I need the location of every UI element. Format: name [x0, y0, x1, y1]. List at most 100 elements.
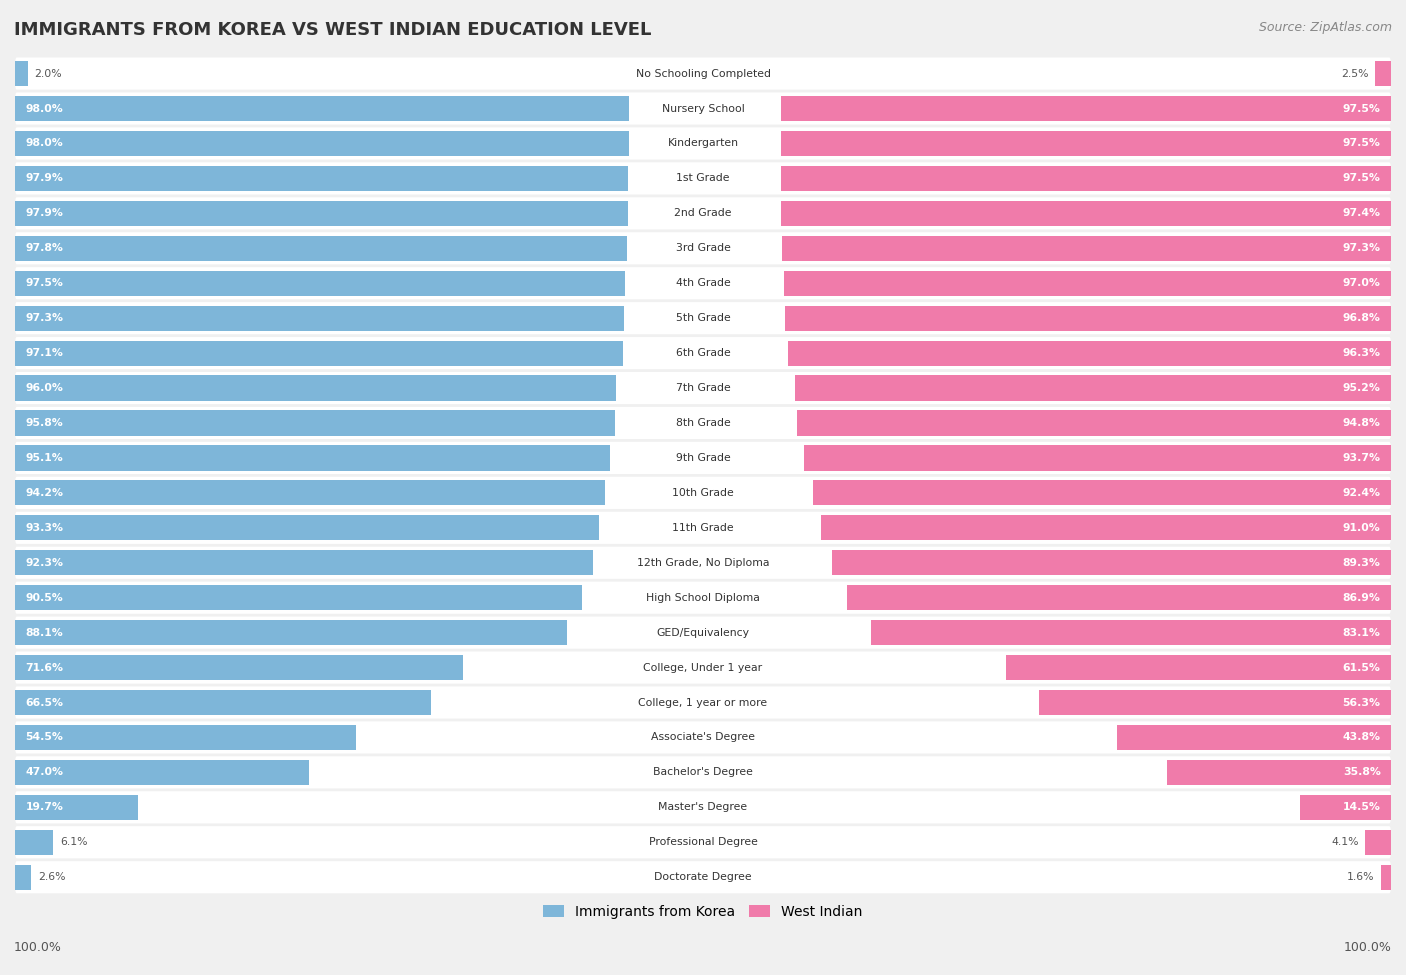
- Text: 71.6%: 71.6%: [25, 663, 63, 673]
- Text: Source: ZipAtlas.com: Source: ZipAtlas.com: [1258, 21, 1392, 34]
- Text: 1.6%: 1.6%: [1347, 873, 1374, 882]
- Text: 88.1%: 88.1%: [25, 628, 63, 638]
- Bar: [15, 515, 599, 540]
- Bar: [15, 375, 616, 401]
- Bar: [15, 795, 138, 820]
- Text: 97.5%: 97.5%: [1343, 103, 1381, 113]
- Bar: [1005, 655, 1391, 681]
- Bar: [794, 375, 1391, 401]
- Bar: [15, 340, 623, 366]
- Text: 3rd Grade: 3rd Grade: [675, 244, 731, 254]
- Text: 96.0%: 96.0%: [25, 383, 63, 393]
- Bar: [782, 236, 1391, 261]
- Bar: [15, 760, 309, 785]
- Text: 2.6%: 2.6%: [38, 873, 66, 882]
- Bar: [1301, 795, 1391, 820]
- Bar: [1167, 760, 1391, 785]
- Text: No Schooling Completed: No Schooling Completed: [636, 68, 770, 79]
- Bar: [870, 620, 1391, 645]
- Bar: [15, 271, 626, 295]
- Text: Doctorate Degree: Doctorate Degree: [654, 873, 752, 882]
- Bar: [780, 166, 1391, 191]
- FancyBboxPatch shape: [15, 58, 1391, 90]
- FancyBboxPatch shape: [15, 302, 1391, 334]
- FancyBboxPatch shape: [15, 616, 1391, 648]
- Bar: [15, 96, 628, 121]
- Bar: [832, 550, 1391, 575]
- Text: 2.0%: 2.0%: [34, 68, 62, 79]
- Text: Associate's Degree: Associate's Degree: [651, 732, 755, 742]
- FancyBboxPatch shape: [15, 582, 1391, 613]
- FancyBboxPatch shape: [15, 267, 1391, 299]
- Text: 8th Grade: 8th Grade: [676, 418, 730, 428]
- Text: 6th Grade: 6th Grade: [676, 348, 730, 358]
- Text: 97.5%: 97.5%: [1343, 138, 1381, 148]
- Bar: [797, 410, 1391, 436]
- FancyBboxPatch shape: [15, 128, 1391, 160]
- Bar: [15, 481, 605, 505]
- Text: 97.8%: 97.8%: [25, 244, 63, 254]
- Text: 1st Grade: 1st Grade: [676, 174, 730, 183]
- Text: 90.5%: 90.5%: [25, 593, 63, 603]
- Bar: [15, 865, 31, 890]
- Bar: [15, 236, 627, 261]
- FancyBboxPatch shape: [15, 232, 1391, 264]
- Text: 96.8%: 96.8%: [1343, 313, 1381, 323]
- Text: 94.8%: 94.8%: [1343, 418, 1381, 428]
- Text: 9th Grade: 9th Grade: [676, 453, 730, 463]
- Text: 91.0%: 91.0%: [1343, 523, 1381, 532]
- Bar: [789, 340, 1391, 366]
- Bar: [1365, 830, 1391, 855]
- FancyBboxPatch shape: [15, 686, 1391, 719]
- Text: 93.3%: 93.3%: [25, 523, 63, 532]
- Text: 97.0%: 97.0%: [1343, 278, 1381, 289]
- FancyBboxPatch shape: [15, 861, 1391, 893]
- Bar: [1375, 61, 1391, 86]
- Text: Master's Degree: Master's Degree: [658, 802, 748, 812]
- Text: 97.5%: 97.5%: [1343, 174, 1381, 183]
- Text: 94.2%: 94.2%: [25, 488, 63, 498]
- FancyBboxPatch shape: [15, 372, 1391, 404]
- Text: 10th Grade: 10th Grade: [672, 488, 734, 498]
- Text: Bachelor's Degree: Bachelor's Degree: [652, 767, 754, 777]
- Text: 89.3%: 89.3%: [1343, 558, 1381, 567]
- Text: 96.3%: 96.3%: [1343, 348, 1381, 358]
- Text: 11th Grade: 11th Grade: [672, 523, 734, 532]
- FancyBboxPatch shape: [15, 757, 1391, 789]
- FancyBboxPatch shape: [15, 477, 1391, 509]
- Text: High School Diploma: High School Diploma: [647, 593, 759, 603]
- Bar: [780, 96, 1391, 121]
- Text: 98.0%: 98.0%: [25, 138, 63, 148]
- Bar: [780, 131, 1391, 156]
- Text: 6.1%: 6.1%: [60, 838, 87, 847]
- Bar: [15, 585, 582, 610]
- Text: 86.9%: 86.9%: [1343, 593, 1381, 603]
- FancyBboxPatch shape: [15, 407, 1391, 439]
- Text: 19.7%: 19.7%: [25, 802, 63, 812]
- FancyBboxPatch shape: [15, 442, 1391, 474]
- Text: 97.1%: 97.1%: [25, 348, 63, 358]
- Text: 93.7%: 93.7%: [1343, 453, 1381, 463]
- Text: 92.4%: 92.4%: [1343, 488, 1381, 498]
- Text: 12th Grade, No Diploma: 12th Grade, No Diploma: [637, 558, 769, 567]
- Text: 83.1%: 83.1%: [1343, 628, 1381, 638]
- Bar: [15, 166, 628, 191]
- Bar: [846, 585, 1391, 610]
- Bar: [15, 724, 356, 750]
- FancyBboxPatch shape: [15, 197, 1391, 229]
- Text: 92.3%: 92.3%: [25, 558, 63, 567]
- FancyBboxPatch shape: [15, 93, 1391, 125]
- Text: College, Under 1 year: College, Under 1 year: [644, 663, 762, 673]
- Text: 97.9%: 97.9%: [25, 209, 63, 218]
- Bar: [15, 550, 593, 575]
- Text: 47.0%: 47.0%: [25, 767, 63, 777]
- FancyBboxPatch shape: [15, 651, 1391, 683]
- Text: 98.0%: 98.0%: [25, 103, 63, 113]
- Text: 5th Grade: 5th Grade: [676, 313, 730, 323]
- Bar: [1116, 724, 1391, 750]
- Bar: [782, 201, 1391, 226]
- Bar: [15, 655, 463, 681]
- Bar: [15, 620, 567, 645]
- Text: 100.0%: 100.0%: [14, 941, 62, 954]
- Text: 97.3%: 97.3%: [25, 313, 63, 323]
